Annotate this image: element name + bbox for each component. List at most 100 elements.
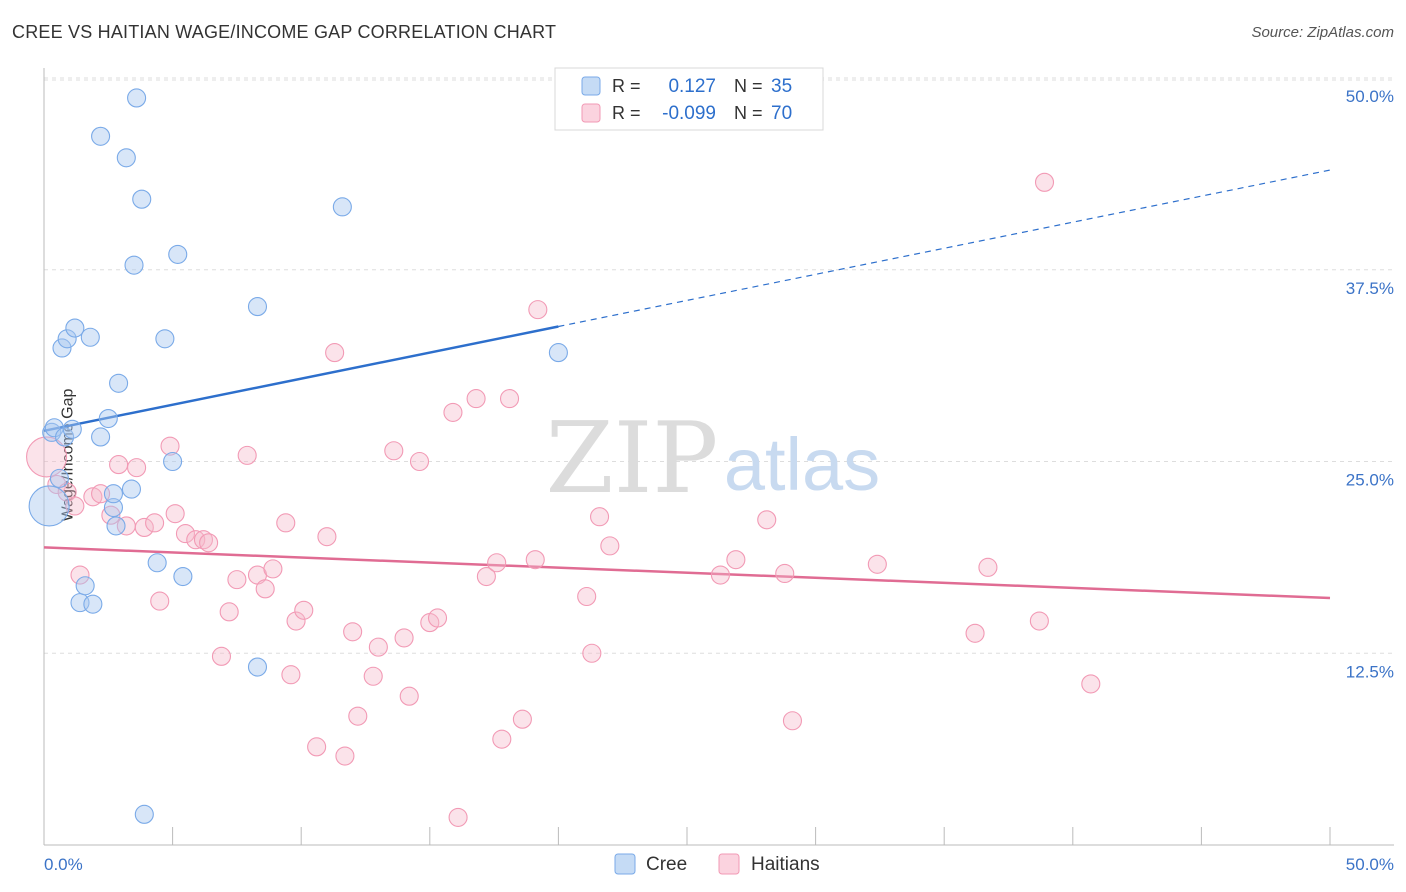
point-cree <box>75 576 95 596</box>
point-haitians <box>867 554 887 574</box>
point-haitians <box>978 557 998 577</box>
point-cree <box>132 189 152 209</box>
point-haitians <box>363 666 383 686</box>
stats-r-label-cree: R = <box>612 76 641 96</box>
point-haitians <box>782 711 803 731</box>
point-cree <box>121 479 141 499</box>
point-haitians <box>286 611 306 631</box>
point-haitians <box>710 565 730 585</box>
point-haitians <box>394 628 414 648</box>
point-haitians <box>165 504 185 524</box>
point-haitians <box>1034 172 1055 192</box>
source-label: Source: ZipAtlas.com <box>1251 24 1394 41</box>
point-cree <box>147 553 167 573</box>
point-haitians <box>757 510 777 530</box>
point-haitians <box>590 507 610 527</box>
legend-label-haitians: Haitians <box>751 854 820 875</box>
point-cree <box>103 497 123 518</box>
point-cree <box>83 594 103 614</box>
point-cree <box>49 468 69 488</box>
point-cree <box>106 516 126 536</box>
point-haitians <box>160 436 180 456</box>
point-haitians <box>65 496 85 516</box>
tick-labels: 12.5% 25.0% 37.5% 50.0% 0.0% 50.0% <box>44 87 1394 874</box>
watermark-zip: ZIP <box>546 402 719 516</box>
point-haitians <box>582 643 602 663</box>
stats-n-value-haitians: 70 <box>771 103 792 124</box>
point-cree <box>91 126 111 146</box>
point-haitians <box>276 513 296 533</box>
point-cree <box>134 804 154 824</box>
point-haitians <box>335 746 355 766</box>
stats-r-label-haitians: R = <box>612 103 641 123</box>
y-tick-label: 50.0% <box>1346 87 1394 106</box>
point-cree <box>52 338 72 358</box>
point-haitians <box>255 579 275 599</box>
trend-lines <box>43 169 1331 600</box>
point-haitians <box>499 389 520 409</box>
point-haitians <box>775 563 795 584</box>
legend-swatch-cree <box>614 853 636 875</box>
watermark-atlas: atlas <box>724 423 880 506</box>
trend-line-cree <box>43 325 559 433</box>
point-haitians <box>384 441 404 461</box>
point-cree <box>80 327 100 347</box>
point-cree <box>155 329 175 349</box>
point-haitians <box>399 686 419 706</box>
point-haitians <box>427 608 448 628</box>
axes <box>43 68 1394 846</box>
point-cree <box>116 148 136 168</box>
point-cree <box>98 408 118 429</box>
point-haitians <box>487 553 507 573</box>
stats-swatch-cree <box>581 76 601 96</box>
point-cree <box>124 255 144 275</box>
chart-title: CREE VS HAITIAN WAGE/INCOME GAP CORRELAT… <box>12 22 557 42</box>
point-haitians <box>448 807 468 827</box>
y-tick-label: 25.0% <box>1346 471 1394 490</box>
point-cree <box>65 318 85 338</box>
point-haitians <box>294 600 314 620</box>
point-cree <box>28 485 70 527</box>
series-legend: Cree Haitians <box>614 853 820 875</box>
x-tick-label: 50.0% <box>1346 855 1394 874</box>
stats-r-value-cree: 0.127 <box>668 76 716 97</box>
point-haitians <box>466 389 486 409</box>
point-haitians <box>211 646 232 666</box>
x-tick-label: 0.0% <box>44 855 83 874</box>
point-haitians <box>150 591 170 611</box>
point-haitians <box>193 530 214 550</box>
point-haitians <box>1081 674 1101 694</box>
point-cree <box>127 88 147 108</box>
stats-r-value-haitians: -0.099 <box>662 103 716 124</box>
point-haitians <box>492 729 512 749</box>
point-cree <box>173 566 193 587</box>
legend-swatch-haitians <box>718 853 740 875</box>
point-haitians <box>348 706 368 726</box>
y-tick-label: 37.5% <box>1346 279 1394 298</box>
legend-label-cree: Cree <box>646 854 687 875</box>
point-cree <box>55 427 75 447</box>
point-haitians <box>512 709 532 729</box>
point-haitians <box>317 527 337 547</box>
point-haitians <box>26 436 68 478</box>
point-cree <box>62 419 82 439</box>
point-haitians <box>237 445 257 465</box>
point-cree <box>109 373 129 393</box>
point-haitians <box>70 565 90 585</box>
point-cree <box>332 197 352 217</box>
point-haitians <box>83 487 103 507</box>
stats-swatch-haitians <box>581 103 601 123</box>
point-cree <box>247 657 268 677</box>
point-cree <box>91 427 111 447</box>
point-haitians <box>1029 611 1049 631</box>
point-haitians <box>525 550 545 570</box>
point-cree <box>168 244 188 264</box>
point-haitians <box>219 602 239 622</box>
point-haitians <box>127 458 147 478</box>
y-tick-label: 12.5% <box>1346 662 1394 681</box>
point-haitians <box>476 566 496 587</box>
point-cree <box>247 297 268 317</box>
point-haitians <box>109 455 129 475</box>
point-cree <box>57 329 77 349</box>
